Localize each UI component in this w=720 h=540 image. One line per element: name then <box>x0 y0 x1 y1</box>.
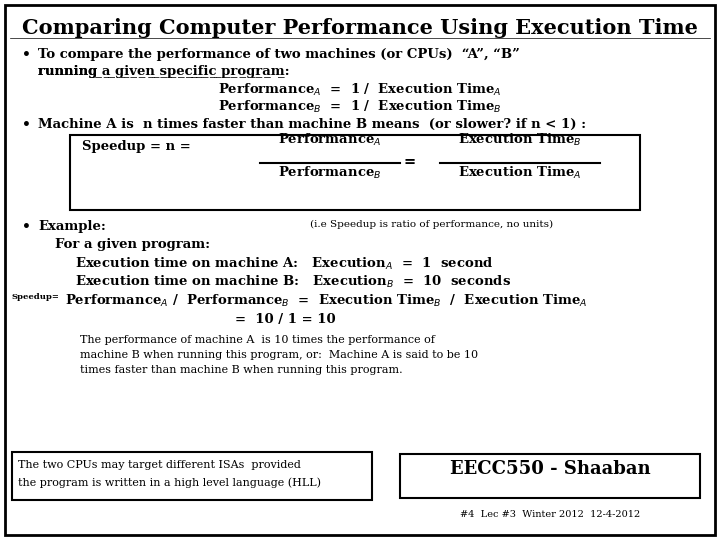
Text: #4  Lec #3  Winter 2012  12-4-2012: #4 Lec #3 Winter 2012 12-4-2012 <box>460 510 640 519</box>
Text: Comparing Computer Performance Using Execution Time: Comparing Computer Performance Using Exe… <box>22 18 698 38</box>
Text: •: • <box>22 220 31 234</box>
Text: Performance$_A$ /  Performance$_B$  =  Execution Time$_B$  /  Execution Time$_A$: Performance$_A$ / Performance$_B$ = Exec… <box>65 293 588 309</box>
Text: the program is written in a high level language (HLL): the program is written in a high level l… <box>18 477 321 488</box>
Text: Performance$_A$  =  1 /  Execution Time$_A$: Performance$_A$ = 1 / Execution Time$_A$ <box>218 82 502 98</box>
Text: Execution Time$_B$: Execution Time$_B$ <box>458 132 582 148</box>
Text: =: = <box>404 155 416 169</box>
Text: Execution time on machine A:   Execution$_A$  =  1  second: Execution time on machine A: Execution$_… <box>75 256 493 272</box>
Text: Performance$_B$: Performance$_B$ <box>278 165 382 181</box>
FancyBboxPatch shape <box>70 135 640 210</box>
Text: •: • <box>22 118 31 132</box>
Text: Performance$_B$  =  1 /  Execution Time$_B$: Performance$_B$ = 1 / Execution Time$_B$ <box>218 99 502 115</box>
Text: Performance$_A$: Performance$_A$ <box>279 132 382 148</box>
Text: times faster than machine B when running this program.: times faster than machine B when running… <box>80 365 402 375</box>
Text: machine B when running this program, or:  Machine A is said to be 10: machine B when running this program, or:… <box>80 350 478 360</box>
Text: For a given program:: For a given program: <box>55 238 210 251</box>
Text: =  10 / 1 = 10: = 10 / 1 = 10 <box>235 313 336 326</box>
Text: running ̲a̲ ̲g̲i̲v̲e̲n̲ ̲s̲p̲e̲c̲i̲f̲i̲c̲ ̲p̲r̲o̲g̲r̲a̲m̲:: running ̲a̲ ̲g̲i̲v̲e̲n̲ ̲s̲p̲e̲c̲i̲f̲i̲c… <box>38 65 289 78</box>
Text: Execution Time$_A$: Execution Time$_A$ <box>458 165 582 181</box>
Text: The two CPUs may target different ISAs  provided: The two CPUs may target different ISAs p… <box>18 460 301 470</box>
Text: EECC550 - Shaaban: EECC550 - Shaaban <box>450 460 650 478</box>
FancyBboxPatch shape <box>400 454 700 498</box>
Text: Example:: Example: <box>38 220 106 233</box>
Text: The performance of machine A  is 10 times the performance of: The performance of machine A is 10 times… <box>80 335 435 345</box>
Text: Speedup=: Speedup= <box>12 293 60 301</box>
Text: (i.e Speedup is ratio of performance, no units): (i.e Speedup is ratio of performance, no… <box>310 220 553 229</box>
FancyBboxPatch shape <box>5 5 715 535</box>
Text: •: • <box>22 48 31 62</box>
FancyBboxPatch shape <box>12 452 372 500</box>
Text: To compare the performance of two machines (or CPUs)  “A”, “B”: To compare the performance of two machin… <box>38 48 520 61</box>
Text: Execution time on machine B:   Execution$_B$  =  10  seconds: Execution time on machine B: Execution$_… <box>75 274 511 290</box>
Text: running: running <box>38 65 102 78</box>
Text: Machine A is  n times faster than machine B means  (or slower? if n < 1) :: Machine A is n times faster than machine… <box>38 118 586 131</box>
Text: Speedup = n =: Speedup = n = <box>82 140 195 153</box>
